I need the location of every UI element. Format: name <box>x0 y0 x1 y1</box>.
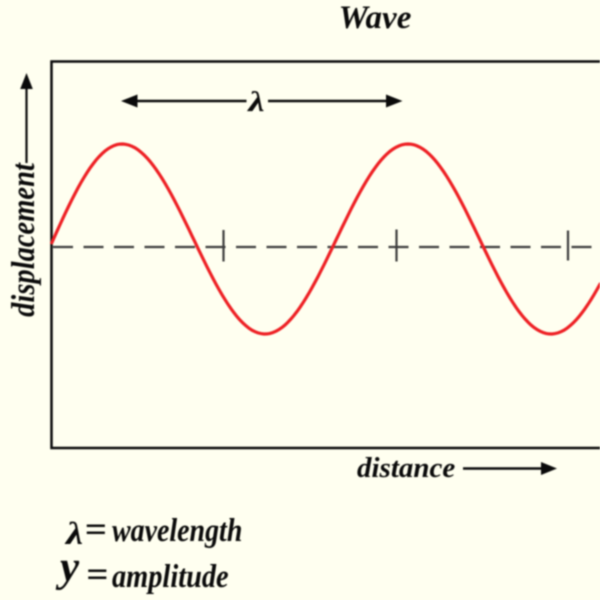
svg-text:displacement: displacement <box>5 162 41 317</box>
svg-text:amplitude: amplitude <box>112 558 229 594</box>
svg-text:=: = <box>86 555 108 594</box>
svg-text:wavelength: wavelength <box>112 512 242 549</box>
svg-text:=: = <box>85 510 107 549</box>
svg-text:λ: λ <box>246 87 264 118</box>
svg-text:Wave: Wave <box>339 0 412 36</box>
svg-text:λ: λ <box>64 516 83 551</box>
svg-text:y: y <box>55 544 80 591</box>
svg-text:distance: distance <box>357 452 455 484</box>
